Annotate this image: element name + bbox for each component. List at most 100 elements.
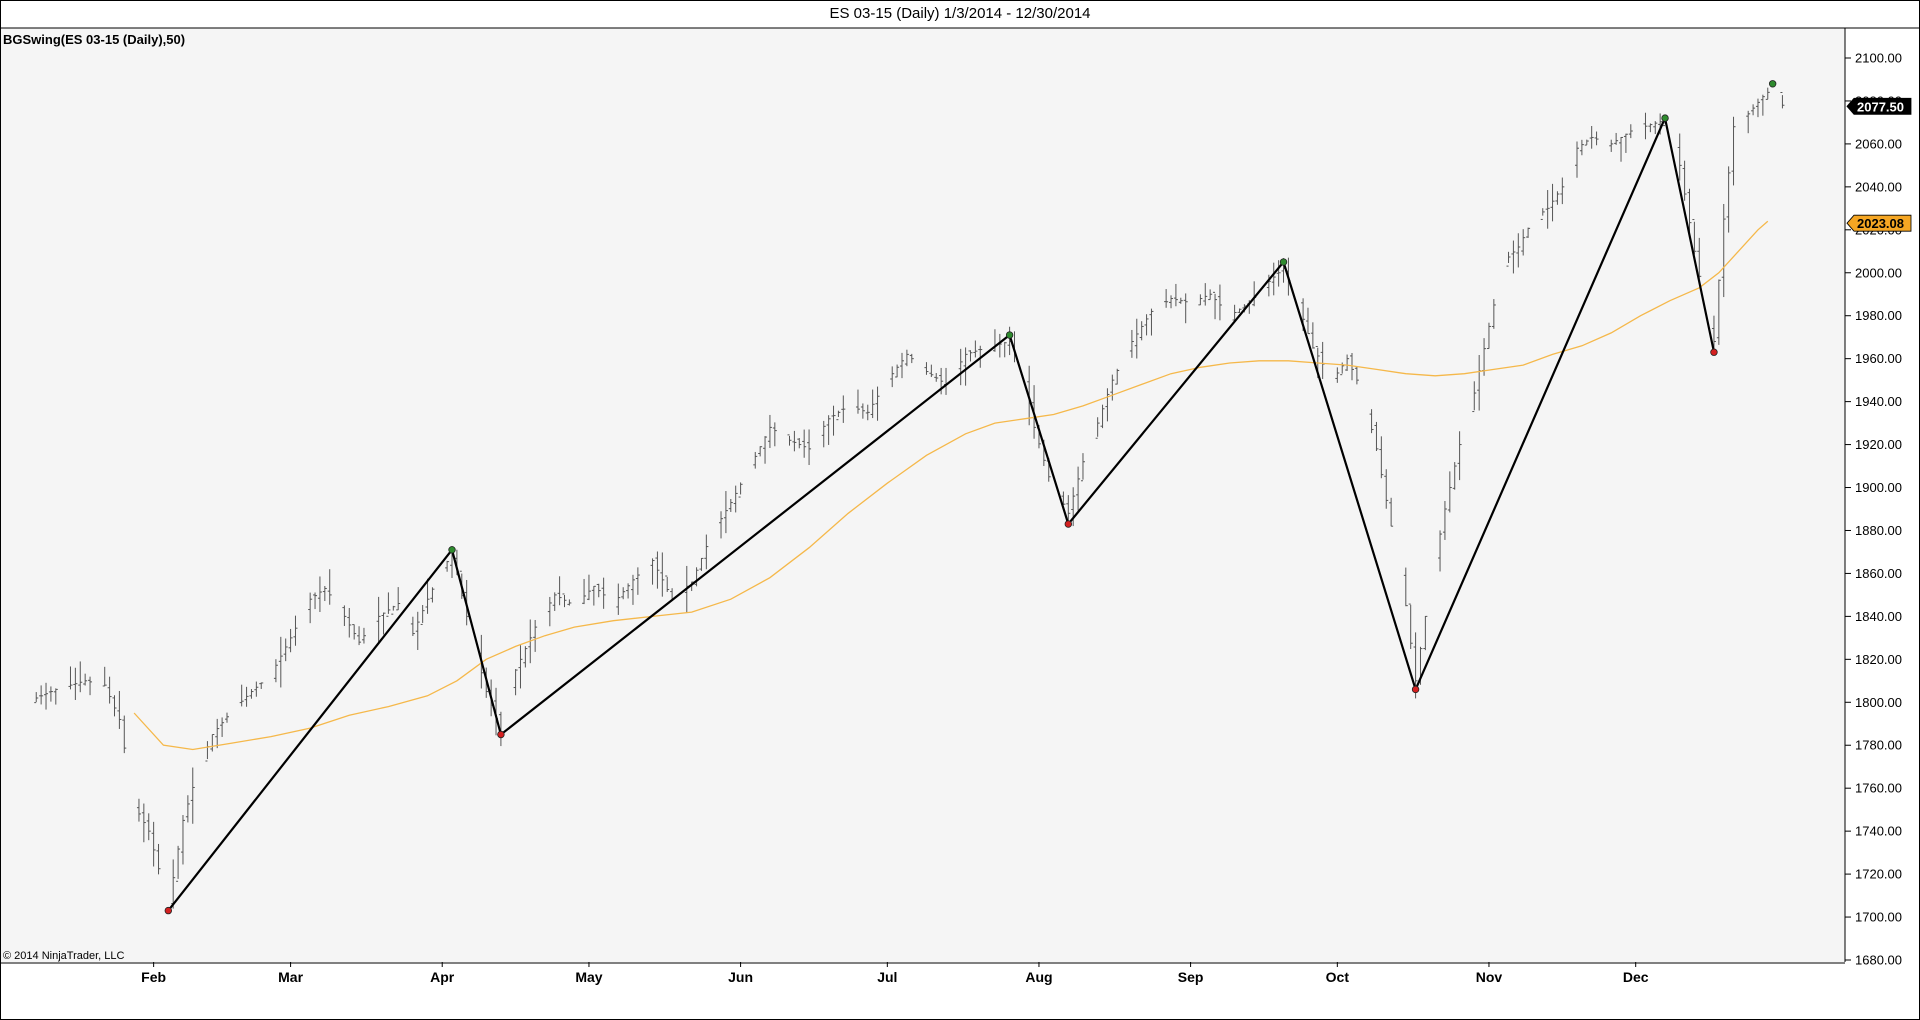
price-bar: [807, 429, 812, 466]
price-bar: [288, 628, 293, 653]
price-bar: [1765, 87, 1770, 100]
price-bar: [1540, 208, 1545, 220]
price-bar: [650, 558, 655, 585]
price-bar: [772, 422, 777, 447]
price-bar: [48, 686, 53, 702]
price-bar: [151, 821, 156, 867]
price-bar: [1335, 367, 1340, 383]
price-bar: [1614, 132, 1619, 145]
y-tick-label: 1980.00: [1855, 308, 1902, 323]
price-bar: [582, 578, 587, 605]
x-tick-label: Jun: [728, 969, 753, 985]
price-bar: [1760, 94, 1765, 116]
price-bar: [112, 695, 117, 717]
price-bar: [694, 567, 699, 587]
price-bar: [293, 615, 298, 646]
price-bar: [596, 583, 601, 598]
price-bar: [533, 619, 538, 652]
price-bar: [83, 673, 88, 686]
price-bar: [655, 551, 660, 589]
price-bar: [1687, 188, 1692, 234]
x-tick-label: Oct: [1326, 969, 1350, 985]
swing-low-marker: [1710, 348, 1718, 356]
x-tick-label: Dec: [1623, 969, 1649, 985]
price-bar: [249, 689, 254, 699]
price-bar: [1408, 603, 1413, 650]
price-bar: [1183, 293, 1188, 324]
price-bar: [738, 482, 743, 498]
price-bar: [1575, 141, 1579, 178]
price-bar: [1350, 352, 1354, 381]
price-bar: [1144, 314, 1149, 336]
y-tick-label: 1940.00: [1855, 394, 1902, 409]
price-bar: [890, 366, 895, 388]
price-bar: [924, 362, 929, 375]
price-bar: [415, 611, 420, 650]
moving-average-badge: 2023.08: [1846, 214, 1912, 232]
price-bar: [1697, 237, 1702, 279]
price-bar: [317, 576, 322, 613]
price-bar: [552, 592, 557, 611]
price-bar: [225, 712, 229, 723]
price-bar: [635, 567, 640, 595]
y-tick-label: 1780.00: [1855, 738, 1902, 753]
price-bar: [1310, 322, 1315, 349]
price-bar: [1232, 304, 1237, 322]
price-bar: [719, 511, 724, 539]
y-tick-label: 1820.00: [1855, 652, 1902, 667]
y-tick-label: 2100.00: [1855, 51, 1902, 66]
y-tick-label: 2060.00: [1855, 136, 1902, 151]
price-bar: [1560, 177, 1565, 205]
y-axis: 1680.00 1700.00 1720.00 1740.00 1760.00 1780.…: [1845, 51, 1902, 968]
price-bar: [1751, 104, 1756, 116]
y-tick-label: 1700.00: [1855, 910, 1902, 925]
price-bar: [1746, 110, 1751, 134]
price-bar: [792, 430, 797, 452]
price-bar: [1100, 404, 1105, 429]
price-bar: [870, 389, 875, 419]
price-bar: [626, 583, 631, 599]
price-bar: [376, 596, 381, 643]
price-bar: [136, 798, 141, 822]
price-bar: [180, 815, 185, 865]
price-bar: [1105, 388, 1110, 422]
swing-high-marker: [1661, 114, 1669, 122]
svg-text:2077.50: 2077.50: [1857, 99, 1904, 114]
price-bar: [386, 592, 391, 617]
price-bar: [753, 451, 758, 469]
price-bar: [1423, 615, 1428, 651]
price-bar: [621, 587, 626, 600]
price-bar: [220, 717, 225, 737]
price-bar: [1369, 409, 1374, 434]
price-bar: [1178, 297, 1183, 304]
price-bar: [78, 661, 83, 693]
price-bar: [1550, 183, 1555, 222]
price-bar: [1110, 374, 1115, 401]
price-bar: [1217, 284, 1222, 321]
price-bar: [425, 578, 430, 614]
price-bar: [826, 415, 831, 445]
price-bar: [591, 585, 596, 606]
price-bar: [273, 659, 278, 683]
price-bar: [1677, 133, 1682, 181]
price-bar: [347, 607, 352, 638]
price-bar: [1354, 366, 1359, 385]
price-bar: [1237, 308, 1242, 313]
chart-title: ES 03-15 (Daily) 1/3/2014 - 12/30/2014: [829, 5, 1091, 22]
x-axis: Feb Mar Apr May Jun Jul Aug Sep Oct Nov Dec: [141, 962, 1649, 985]
price-bar: [391, 605, 396, 615]
price-bar: [53, 688, 58, 705]
price-bar: [1173, 283, 1178, 307]
x-tick-label: May: [575, 969, 602, 985]
y-tick-label: 1720.00: [1855, 867, 1902, 882]
price-bars: [34, 87, 1785, 909]
price-bar: [758, 446, 763, 457]
price-bar: [1164, 289, 1169, 308]
price-bar: [787, 434, 792, 446]
last-price-badge: 2077.50: [1846, 97, 1912, 115]
price-bar: [1442, 500, 1447, 540]
swing-high-marker: [448, 546, 456, 554]
price-bar: [107, 676, 112, 704]
y-tick-label: 1800.00: [1855, 695, 1902, 710]
price-bar: [1511, 240, 1516, 274]
